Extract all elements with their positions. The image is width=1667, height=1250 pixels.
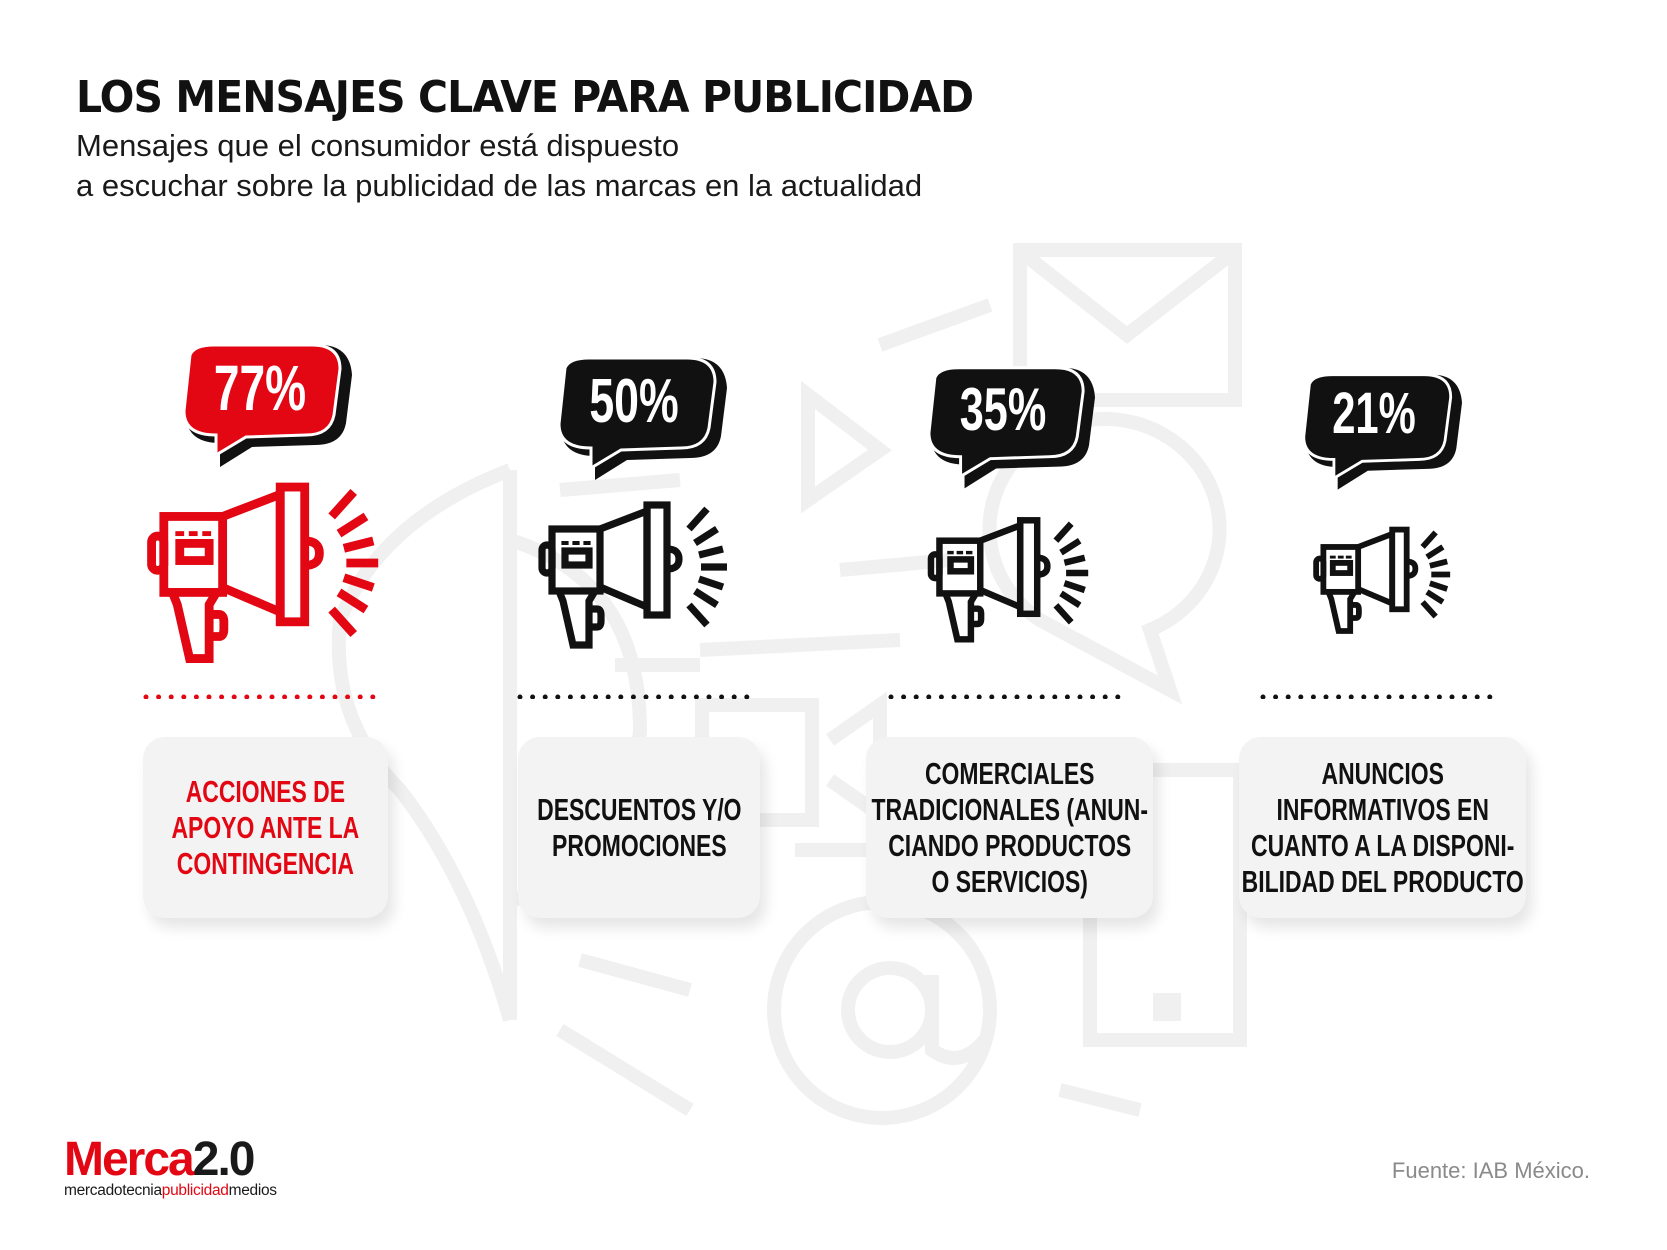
merca-logo: Merca2.0 mercadotecniapublicidadmedios (64, 1136, 277, 1200)
category-label: COMERCIALES TRADICIONALES (ANUN- CIANDO … (871, 755, 1148, 899)
stat-value: 50% (589, 367, 679, 436)
megaphone-icon (535, 482, 735, 652)
speech-bubble-icon: 77% (180, 343, 352, 471)
dotted-divider (517, 694, 762, 699)
megaphone-icon (925, 505, 1095, 643)
logo-tag-medios: medios (228, 1182, 277, 1199)
logo-tagline: mercadotecniapublicidadmedios (64, 1182, 277, 1200)
category-label: ANUNCIOS INFORMATIVOS EN CUANTO A LA DIS… (1241, 755, 1524, 899)
category-card: COMERCIALES TRADICIONALES (ANUN- CIANDO … (866, 737, 1153, 918)
dotted-divider (1260, 694, 1505, 699)
speech-bubble-icon: 50% (553, 356, 729, 484)
logo-tag-mercadotecnia: mercadotecnia (64, 1182, 162, 1199)
megaphone-icon (1311, 518, 1456, 634)
subtitle-line-1: Mensajes que el consumidor está dispuest… (76, 128, 680, 163)
category-card: ACCIONES DE APOYO ANTE LA CONTINGENCIA (143, 737, 388, 918)
stat-value: 35% (959, 376, 1047, 443)
logo-tag-publicidad: publicidad (161, 1182, 229, 1199)
at-watermark-icon (767, 895, 997, 1125)
subtitle-line-2: a escuchar sobre la publicidad de las ma… (76, 168, 923, 203)
source-note: Fuente: IAB México. (1391, 1158, 1590, 1183)
dotted-divider (143, 694, 388, 699)
page-title: LOS MENSAJES CLAVE PARA PUBLICIDAD (76, 72, 974, 123)
category-card: DESCUENTOS Y/O PROMOCIONES (518, 737, 760, 918)
logo-version: 2.0 (192, 1133, 256, 1186)
speech-bubble-icon: 35% (925, 366, 1095, 493)
stat-value: 77% (213, 352, 307, 424)
stat-value: 21% (1332, 381, 1416, 446)
category-card: ANUNCIOS INFORMATIVOS EN CUANTO A LA DIS… (1239, 737, 1526, 918)
category-label: DESCUENTOS Y/O PROMOCIONES (536, 791, 742, 863)
play-watermark-icon (801, 380, 892, 514)
page-subtitle: Mensajes que el consumidor está dispuest… (76, 126, 922, 206)
category-label: ACCIONES DE APOYO ANTE LA CONTINGENCIA (171, 773, 360, 881)
dotted-divider (888, 694, 1133, 699)
megaphone-icon (143, 467, 388, 663)
logo-wordmark: Merca2.0 (64, 1136, 277, 1184)
logo-merca: Merca (64, 1133, 195, 1186)
speech-bubble-icon: 21% (1300, 372, 1462, 496)
